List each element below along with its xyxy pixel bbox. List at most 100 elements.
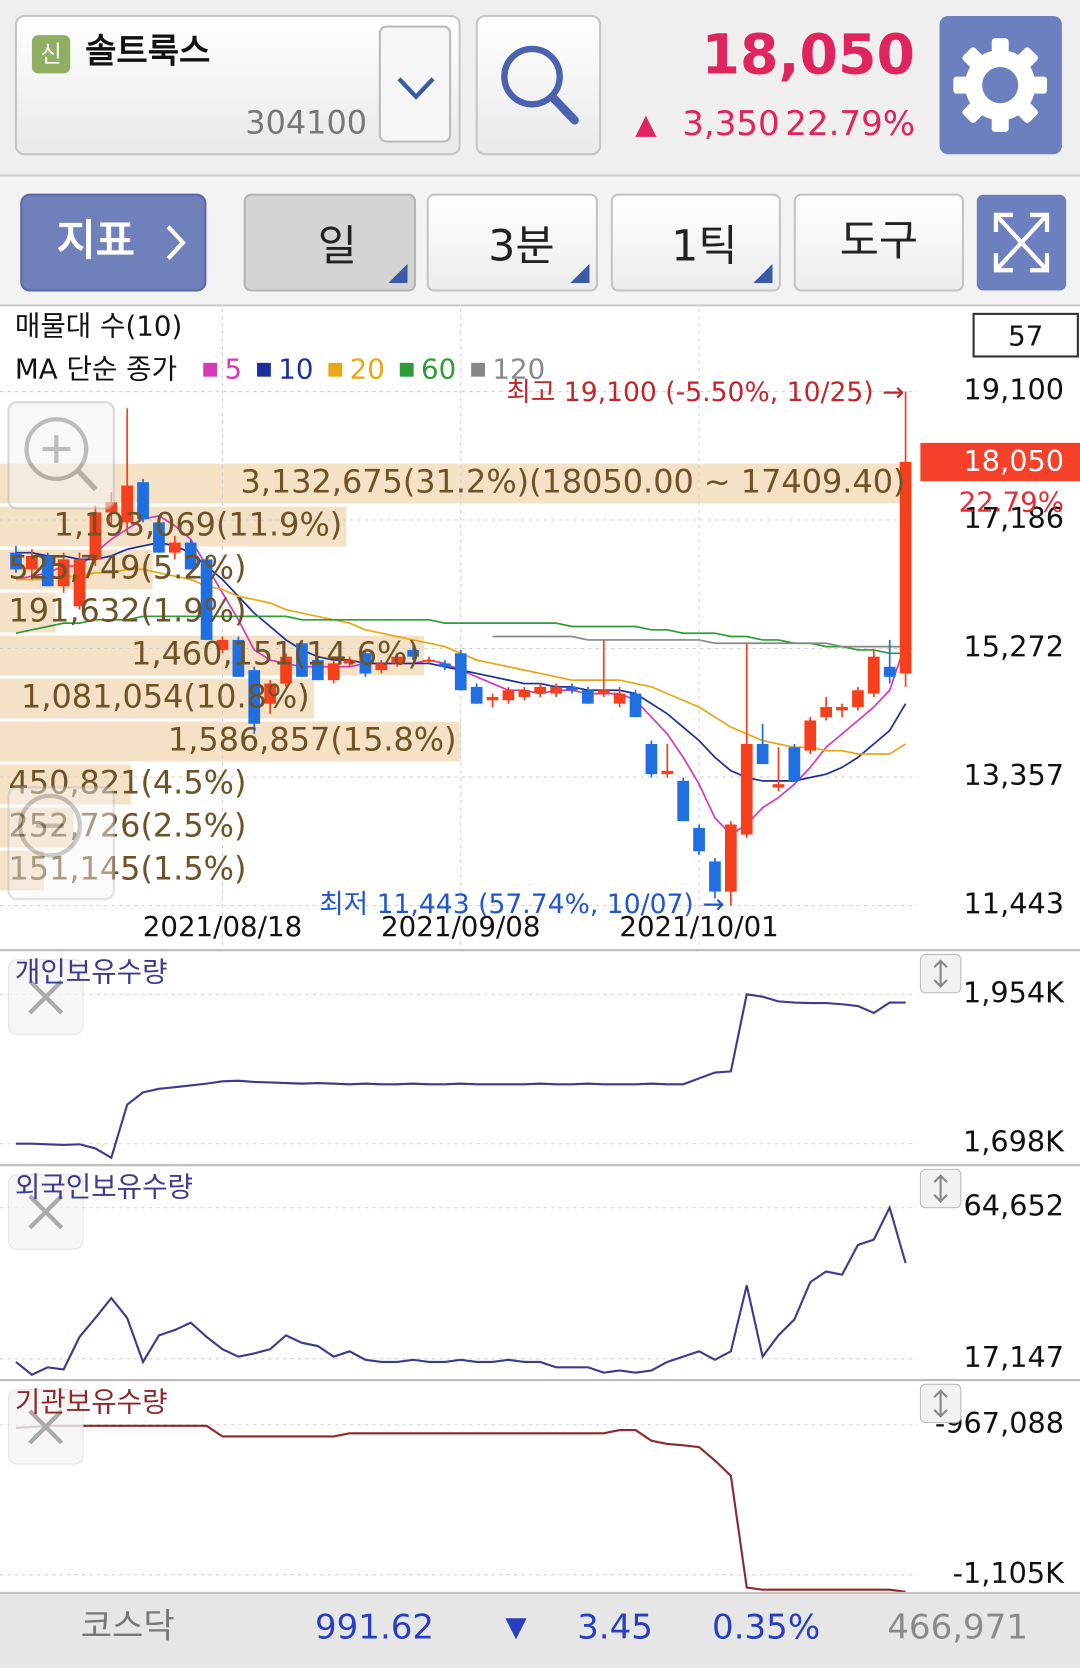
search-icon-handle xyxy=(547,92,579,125)
market-change: 3.45 xyxy=(577,1608,653,1648)
dropdown-button[interactable] xyxy=(378,25,452,143)
candle-body xyxy=(153,522,165,553)
indicator-chevron xyxy=(166,225,186,261)
candle-body xyxy=(788,747,801,781)
change-sign: ▲ xyxy=(635,108,657,141)
holding-line xyxy=(15,1424,906,1593)
period-label: 일 xyxy=(318,221,357,271)
candle-body xyxy=(184,542,197,570)
zoom-in-button[interactable] xyxy=(7,401,115,510)
candle-body xyxy=(232,639,245,677)
holding-line xyxy=(15,993,906,1160)
candle-body xyxy=(724,824,737,892)
interval-button[interactable]: 3분 xyxy=(426,193,598,292)
ma-line xyxy=(492,635,906,648)
candle-body xyxy=(57,559,70,587)
indicator-button[interactable]: 지표 xyxy=(20,193,207,292)
candle-body xyxy=(121,485,134,523)
settings-button[interactable] xyxy=(939,15,1062,155)
profile-bar xyxy=(0,764,131,805)
candle-body xyxy=(311,660,324,681)
candles xyxy=(10,391,912,906)
candle-body xyxy=(661,770,674,775)
candle-body xyxy=(677,780,690,822)
candle-body xyxy=(391,656,404,664)
tick-box[interactable] xyxy=(610,193,782,292)
credit-badge xyxy=(31,35,71,74)
expand-button[interactable] xyxy=(976,194,1067,291)
y-tick-label: 11,443 xyxy=(964,887,1064,921)
profile-label: 151,145(1.5%) xyxy=(9,850,247,888)
stock-box[interactable] xyxy=(14,14,461,156)
tools-label: 도구 xyxy=(840,216,918,266)
profile-bar xyxy=(0,850,44,891)
legend-label: 120 xyxy=(492,352,545,385)
y-tick-label: 19,100 xyxy=(964,373,1064,407)
candle-body xyxy=(10,552,22,570)
candle-body xyxy=(566,686,578,691)
view-count: 57 xyxy=(1008,319,1043,352)
interval-box[interactable] xyxy=(426,193,598,292)
profile-label: 1,193,069(11.9%) xyxy=(54,506,343,544)
panel-title: 기관보유수량 xyxy=(15,1385,168,1418)
candle-body xyxy=(454,653,467,691)
footer-bg xyxy=(0,1592,1080,1668)
zoom-out-button[interactable] xyxy=(7,786,115,901)
profile-label: 191,632(1.9%) xyxy=(9,592,247,630)
candle-body xyxy=(756,743,769,765)
candle-body xyxy=(216,639,229,650)
candle-body xyxy=(137,482,149,520)
candle-body xyxy=(867,656,880,694)
candle-body xyxy=(629,693,642,718)
interval-label: 3분 xyxy=(488,221,554,271)
expand-icon xyxy=(993,212,1050,273)
candle-body xyxy=(296,643,308,677)
last-price-tag xyxy=(920,442,1080,482)
current-price: 18,050 xyxy=(702,24,916,88)
profile-label: 252,726(2.5%) xyxy=(9,807,247,845)
search-button[interactable] xyxy=(475,14,602,156)
candle-body xyxy=(518,690,531,697)
profile-bar xyxy=(0,721,461,762)
candle-body xyxy=(645,743,658,775)
change-rate: 22.79% xyxy=(785,104,915,144)
candle-body xyxy=(168,542,181,553)
period-button[interactable]: 일 xyxy=(243,193,417,292)
candle-body xyxy=(264,683,276,704)
candle-body xyxy=(41,555,54,587)
search-icon xyxy=(501,45,563,108)
panel-title: 개인보유수량 xyxy=(15,956,168,989)
market-change-sign: ▼ xyxy=(505,1610,527,1643)
candle-body xyxy=(852,690,864,708)
legend-swatch xyxy=(399,362,414,377)
candle-body xyxy=(820,707,833,718)
stock-selector[interactable]: 신 솔트룩스 304100 xyxy=(14,14,461,156)
candle-body xyxy=(582,690,594,704)
profile-title: 매물대 수(10) xyxy=(15,310,182,343)
period-box[interactable] xyxy=(243,193,417,292)
legend-swatch xyxy=(328,362,343,377)
y-tick-label: -1,105K xyxy=(953,1556,1066,1590)
indicator-box[interactable] xyxy=(20,193,207,292)
price-change: 3,350 xyxy=(682,104,779,144)
candle-body xyxy=(836,707,848,711)
candle-body xyxy=(327,663,340,681)
candle-body xyxy=(73,559,86,607)
high-annotation: 최고 19,100 (-5.50%, 10/25) → xyxy=(506,377,904,408)
legend-label: 20 xyxy=(350,352,385,385)
stock-code: 304100 xyxy=(245,103,367,141)
candle-body xyxy=(248,670,261,724)
profile-label: 3,132,675(31.2%)(18050.00 ~ 17409.40) xyxy=(240,463,905,501)
market-name: 코스닥 xyxy=(81,1606,175,1646)
candle-body xyxy=(709,861,721,892)
tools-button[interactable]: 도구 xyxy=(793,193,965,292)
search-box[interactable] xyxy=(475,14,602,156)
legend-swatch xyxy=(257,362,271,377)
x-tick-label: 2021/08/18 xyxy=(143,910,302,943)
tools-box[interactable] xyxy=(793,193,965,292)
tick-button[interactable]: 1틱 xyxy=(610,193,782,292)
y-tick-label: 15,272 xyxy=(964,629,1064,663)
credit-badge-text: 신 xyxy=(40,40,62,68)
close-icon xyxy=(28,979,64,1015)
x-tick-label: 2021/10/01 xyxy=(619,910,778,943)
